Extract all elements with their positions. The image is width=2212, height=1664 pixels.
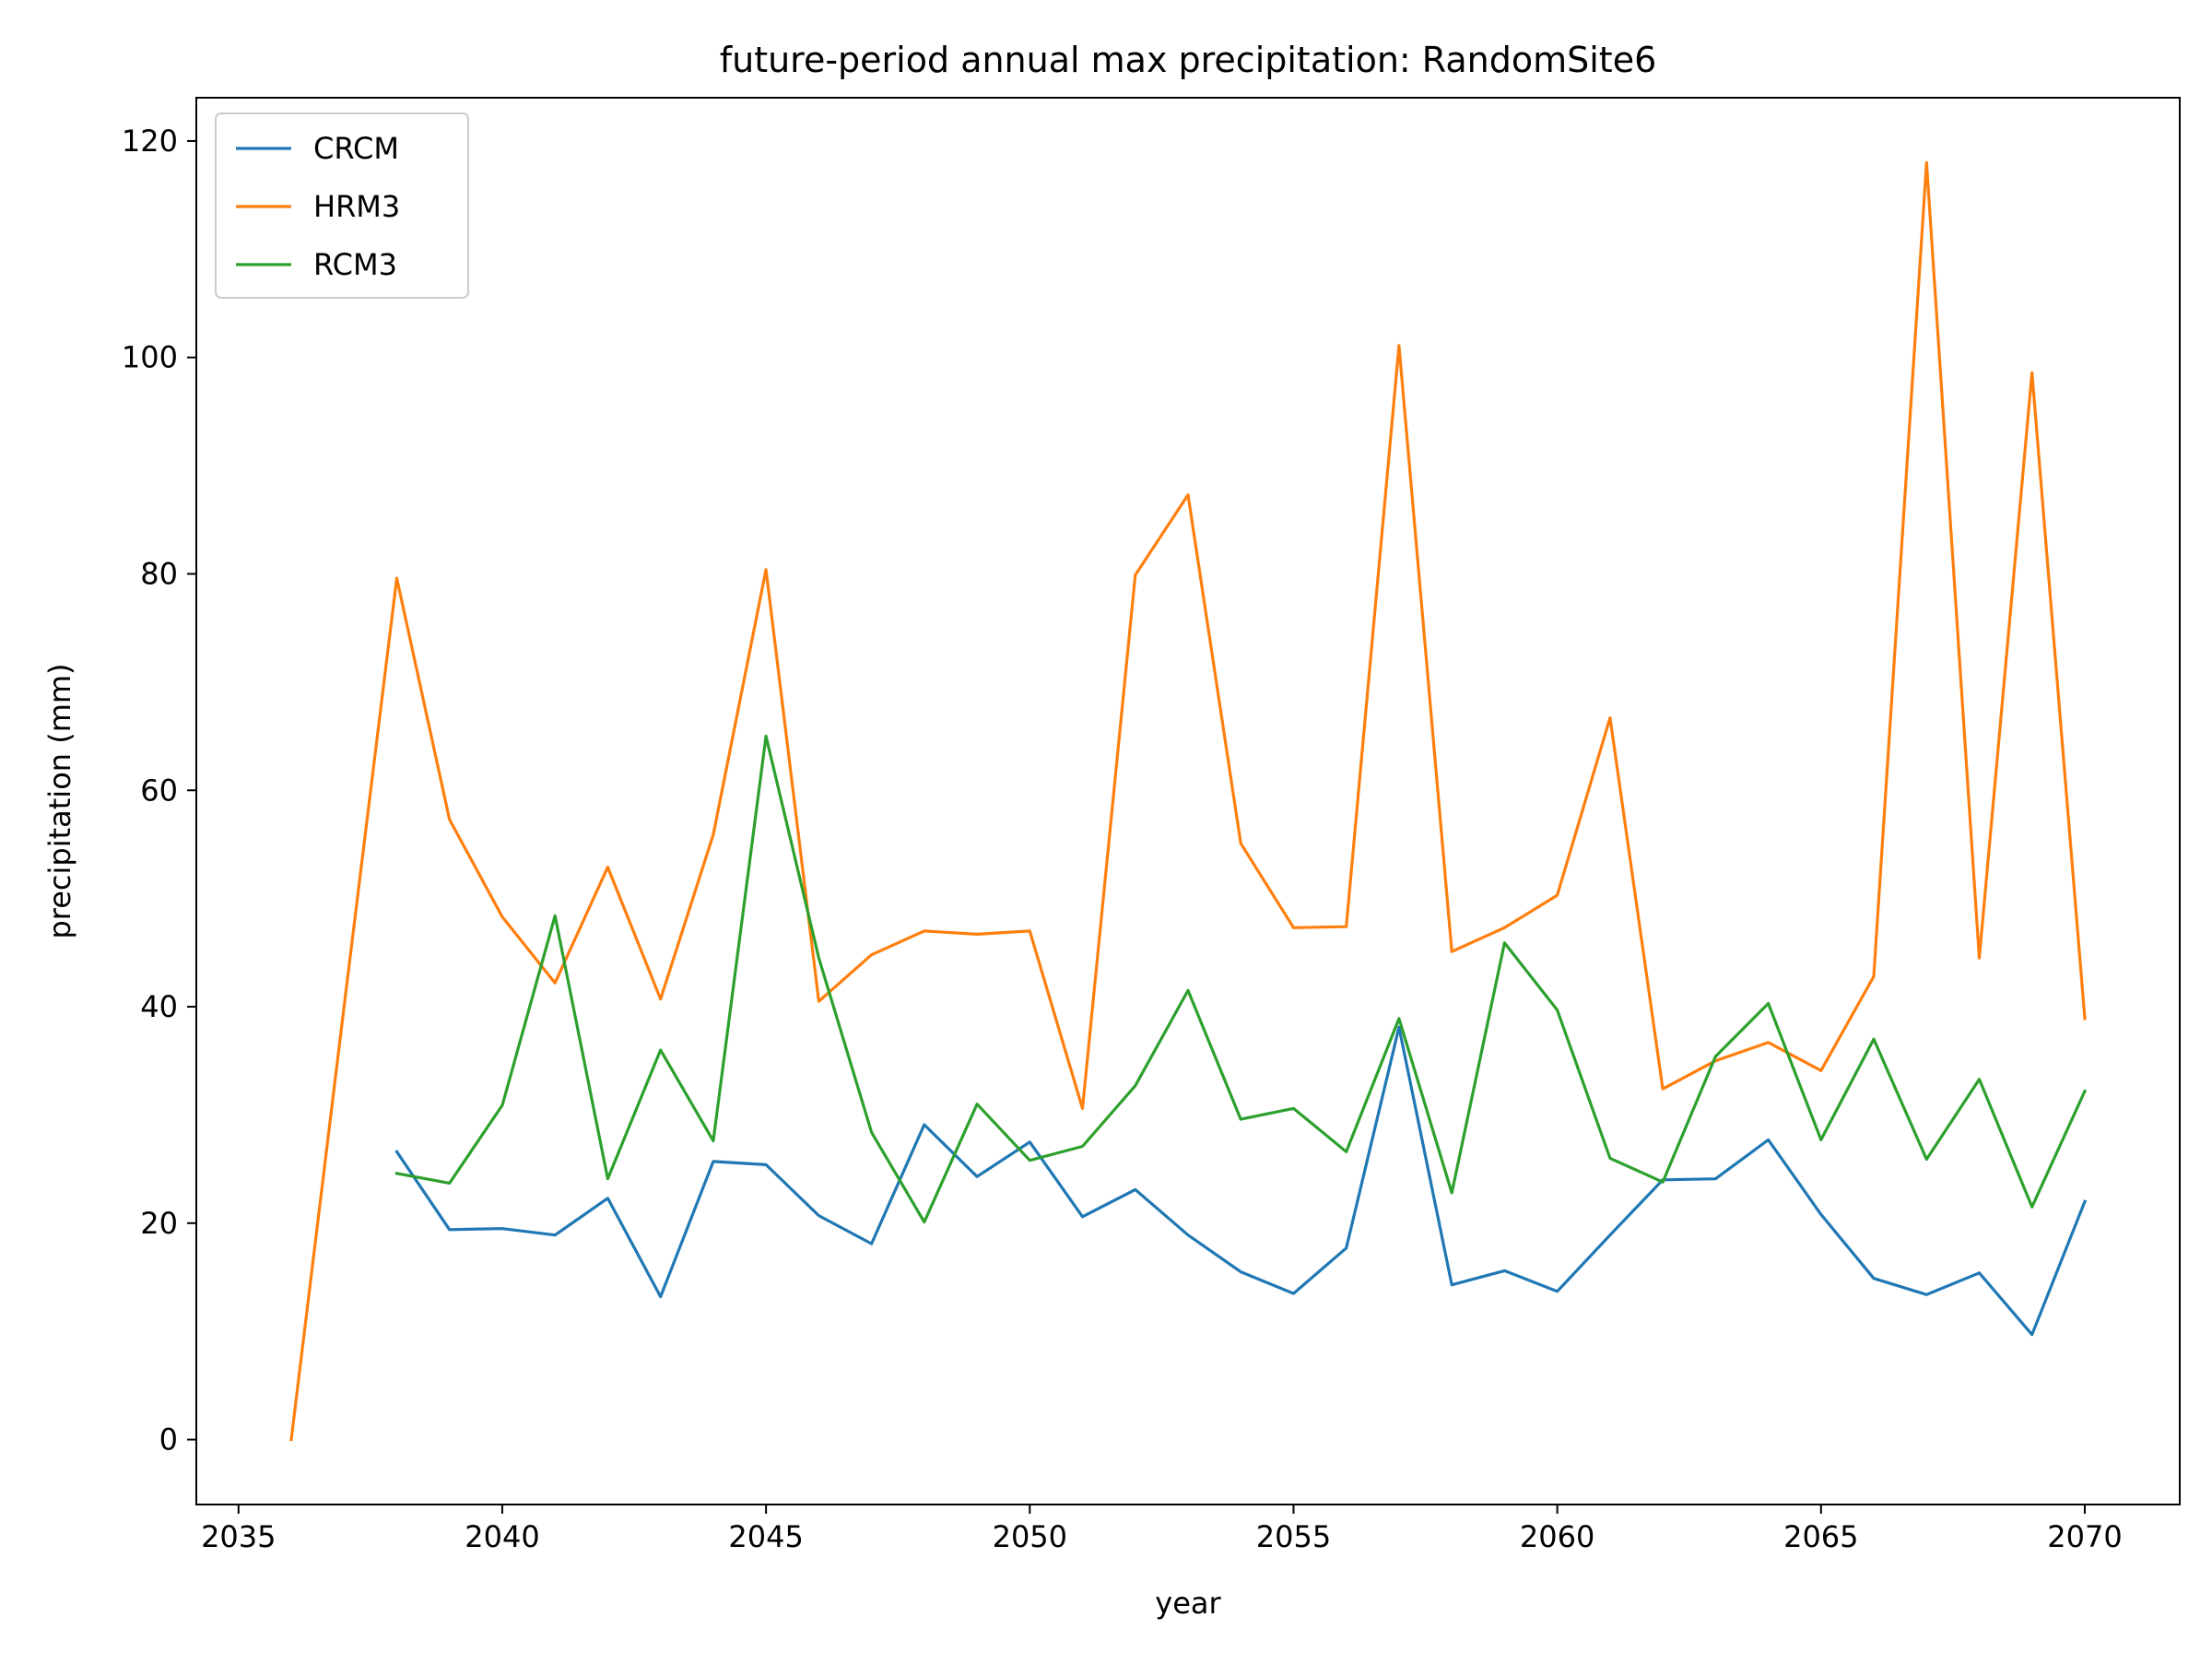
legend-label-hrm3: HRM3 <box>313 189 400 224</box>
y-axis-label: precipitation (mm) <box>42 663 77 938</box>
x-tick-label: 2065 <box>1783 1519 1858 1554</box>
y-axis: 0 20 40 60 80 100 120 <box>122 124 196 1457</box>
chart-title: future-period annual max precipitation: … <box>720 40 1657 80</box>
x-tick-label: 2070 <box>2047 1519 2122 1554</box>
y-tick-label: 120 <box>122 124 178 159</box>
y-tick-label: 100 <box>122 340 178 375</box>
x-tick-label: 2045 <box>728 1519 803 1554</box>
plot-frame <box>195 97 2181 1505</box>
x-tick-label: 2040 <box>465 1519 539 1554</box>
y-tick-label: 20 <box>140 1206 178 1241</box>
series-line-crcm <box>394 1025 2088 1337</box>
legend-label-rcm3: RCM3 <box>313 247 397 282</box>
x-axis: 2035 2040 2045 2050 2055 2060 2065 2070 <box>201 1505 2123 1554</box>
x-tick-label: 2035 <box>201 1519 276 1554</box>
y-tick-label: 0 <box>159 1422 178 1457</box>
plot-lines <box>289 160 2088 1442</box>
legend-box <box>215 112 469 299</box>
x-tick-label: 2050 <box>993 1519 1067 1554</box>
x-tick-label: 2060 <box>1520 1519 1594 1554</box>
y-tick-label: 60 <box>140 773 178 808</box>
legend: CRCM HRM3 RCM3 <box>215 112 469 299</box>
x-tick-label: 2055 <box>1256 1519 1331 1554</box>
legend-label-crcm: CRCM <box>313 131 399 166</box>
x-axis-label: year <box>1155 1586 1221 1621</box>
series-line-rcm3 <box>394 734 2088 1224</box>
y-tick-label: 40 <box>140 989 178 1024</box>
y-tick-label: 80 <box>140 556 178 591</box>
